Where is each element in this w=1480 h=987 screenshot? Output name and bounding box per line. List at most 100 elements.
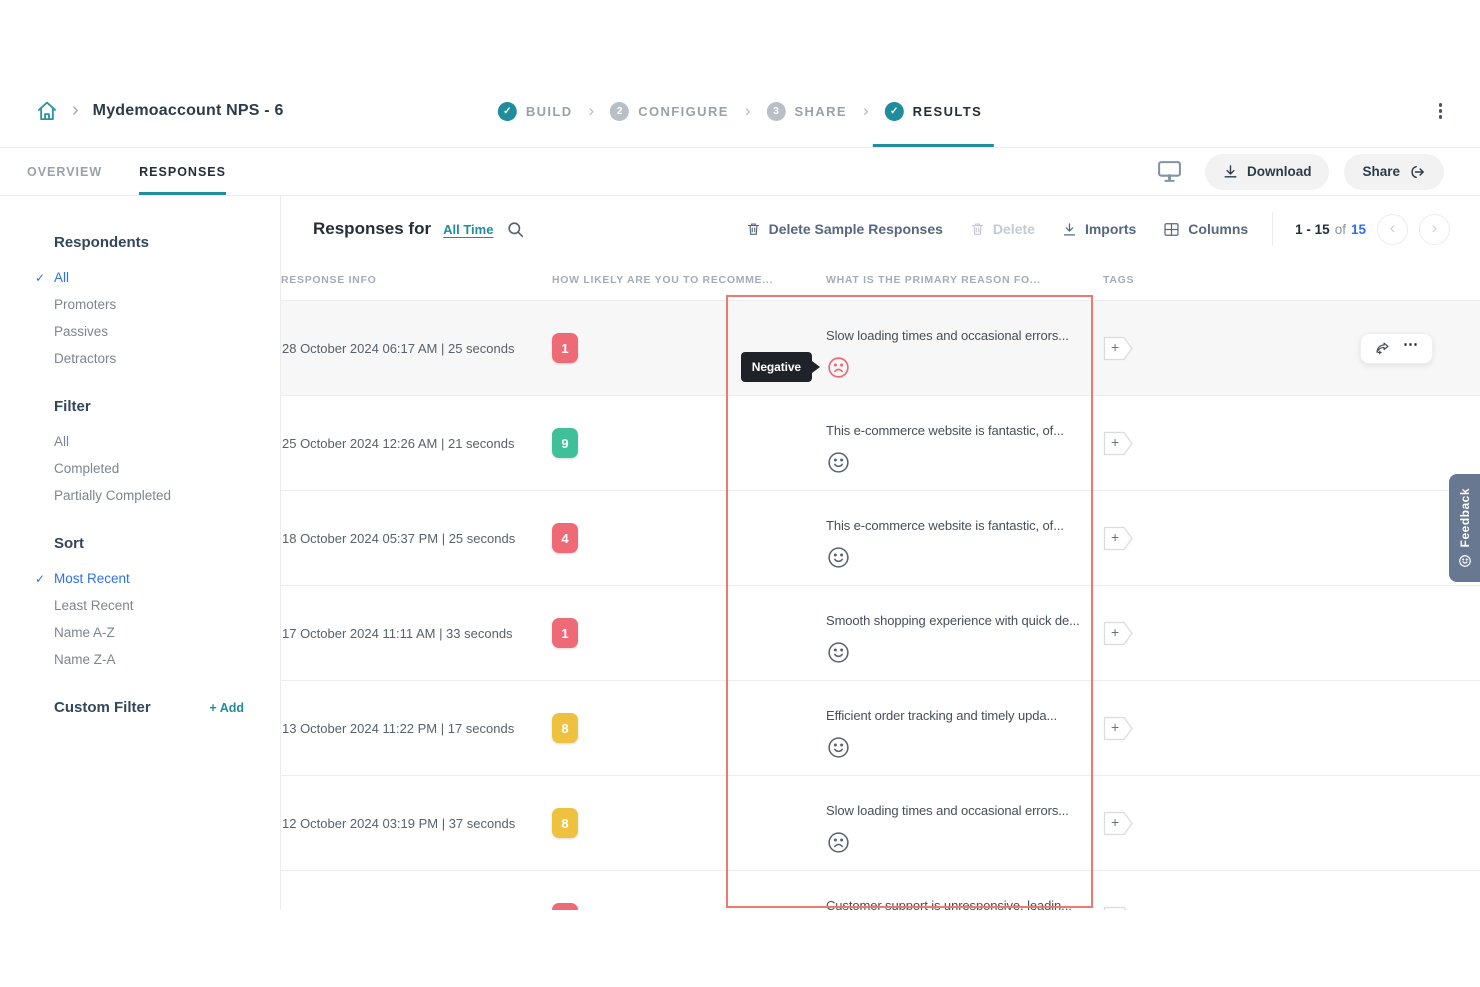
sidebar-item-least-recent[interactable]: Least Recent bbox=[54, 592, 244, 619]
table-row[interactable]: 13 October 2024 11:22 PM | 17 seconds 8 … bbox=[281, 681, 1480, 776]
filter-section-title: Filter bbox=[54, 398, 91, 415]
sidebar-item-label: All bbox=[54, 270, 70, 285]
add-custom-filter-button[interactable]: + Add bbox=[209, 700, 244, 715]
response-comment: Efficient order tracking and timely upda… bbox=[826, 708, 1058, 723]
filters-sidebar: Respondents ✓ All Promoters Passives Det… bbox=[0, 196, 281, 910]
plus-icon: + bbox=[1111, 433, 1120, 450]
table-row[interactable]: 18 October 2024 05:37 PM | 25 seconds 4 … bbox=[281, 491, 1480, 586]
sidebar-item-completed[interactable]: Completed bbox=[54, 455, 244, 482]
delete-sample-responses-button[interactable]: Delete Sample Responses bbox=[746, 221, 943, 237]
download-button[interactable]: Download bbox=[1204, 153, 1330, 190]
step-build[interactable]: ✓ BUILD bbox=[497, 101, 573, 121]
page-title: Mydemoaccount NPS - 6 bbox=[92, 102, 284, 119]
time-filter-link[interactable]: All Time bbox=[443, 221, 494, 237]
check-icon: ✓ bbox=[884, 101, 904, 121]
home-icon bbox=[37, 101, 57, 121]
nps-score-badge: 4 bbox=[552, 523, 578, 553]
sidebar-item-filter-all[interactable]: All bbox=[54, 428, 244, 455]
tag-icon bbox=[1103, 621, 1133, 645]
table-row[interactable]: 25 October 2024 12:26 AM | 21 seconds 9 … bbox=[281, 396, 1480, 491]
more-options-icon[interactable]: ⋯ bbox=[1403, 335, 1419, 353]
sentiment-tooltip: Negative bbox=[740, 352, 812, 382]
action-label: Delete bbox=[992, 221, 1035, 237]
table-row[interactable]: 17 October 2024 11:11 AM | 33 seconds 1 … bbox=[281, 586, 1480, 681]
nps-score-badge: 1 bbox=[552, 618, 578, 648]
response-comment: Slow loading times and occasional errors… bbox=[826, 803, 1069, 818]
share-plus-icon[interactable] bbox=[1374, 340, 1392, 357]
toolbar-title: Responses for bbox=[313, 219, 432, 238]
toolbar-actions: Delete Sample Responses Delete Imports bbox=[719, 212, 1450, 246]
sidebar-item-label: Name Z-A bbox=[54, 652, 116, 667]
plus-icon: + bbox=[1111, 623, 1120, 640]
chevron-right-icon: › bbox=[1431, 218, 1438, 237]
chevron-right-icon: › bbox=[744, 101, 751, 120]
search-icon bbox=[508, 221, 524, 237]
step-number: 2 bbox=[610, 101, 630, 121]
delete-button[interactable]: Delete bbox=[970, 221, 1035, 237]
respondents-section-title: Respondents bbox=[54, 234, 150, 251]
search-button[interactable] bbox=[506, 220, 525, 239]
table-row[interactable]: 28 October 2024 06:17 AM | 25 seconds 1 … bbox=[281, 301, 1480, 396]
check-icon: ✓ bbox=[35, 571, 46, 586]
add-tag-button[interactable]: + bbox=[1103, 906, 1134, 911]
home-button[interactable] bbox=[32, 96, 62, 126]
tab-overview[interactable]: OVERVIEW bbox=[27, 164, 103, 179]
trash-icon bbox=[747, 223, 759, 235]
more-menu-button[interactable] bbox=[1433, 97, 1449, 125]
sidebar-item-detractors[interactable]: Detractors bbox=[54, 345, 244, 372]
sidebar-item-label: Promoters bbox=[54, 297, 117, 312]
table-row[interactable]: 20 October 2024 10:38 PM | 31 seconds 1 … bbox=[281, 871, 1480, 910]
plus-icon: + bbox=[1111, 909, 1119, 911]
tag-icon bbox=[1103, 811, 1133, 835]
response-info-cell: 17 October 2024 11:11 AM | 33 seconds bbox=[282, 625, 513, 641]
sidebar-item-label: Least Recent bbox=[54, 598, 134, 613]
sidebar-item-passives[interactable]: Passives bbox=[54, 318, 244, 345]
toolbar-divider bbox=[1272, 212, 1274, 246]
pagination-of: of bbox=[1334, 221, 1346, 237]
columns-button[interactable]: Columns bbox=[1163, 221, 1248, 237]
response-info-cell: 25 October 2024 12:26 AM | 21 seconds bbox=[282, 435, 515, 451]
sidebar-item-all-respondents[interactable]: ✓ All bbox=[35, 264, 244, 291]
tabbar-actions: Download Share bbox=[1157, 153, 1444, 190]
add-tag-button[interactable]: + bbox=[1103, 431, 1134, 456]
sidebar-item-partially-completed[interactable]: Partially Completed bbox=[54, 482, 244, 509]
column-header-tags: TAGS bbox=[1103, 274, 1135, 286]
add-tag-button[interactable]: + bbox=[1103, 526, 1134, 551]
add-tag-button[interactable]: + bbox=[1103, 811, 1134, 836]
add-tag-button[interactable]: + bbox=[1103, 621, 1134, 646]
step-share[interactable]: 3 SHARE bbox=[766, 101, 847, 121]
nps-score-badge: 1 bbox=[552, 333, 578, 363]
step-results[interactable]: ✓ RESULTS bbox=[872, 101, 994, 147]
feedback-tab-button[interactable]: Feedback bbox=[1449, 474, 1480, 582]
imports-button[interactable]: Imports bbox=[1062, 221, 1136, 237]
previous-page-button[interactable]: ‹ bbox=[1377, 213, 1408, 245]
step-configure[interactable]: 2 CONFIGURE bbox=[610, 101, 729, 121]
tag-icon bbox=[1103, 906, 1127, 910]
breadcrumb-chevron-icon: › bbox=[72, 98, 79, 121]
add-tag-button[interactable]: + bbox=[1103, 336, 1134, 361]
sidebar-item-promoters[interactable]: Promoters bbox=[54, 291, 244, 318]
check-icon: ✓ bbox=[35, 270, 46, 285]
next-page-button[interactable]: › bbox=[1419, 213, 1450, 245]
table-row[interactable]: 12 October 2024 03:19 PM | 37 seconds 8 … bbox=[281, 776, 1480, 871]
sidebar-item-name-az[interactable]: Name A-Z bbox=[54, 619, 244, 646]
share-button[interactable]: Share bbox=[1344, 153, 1444, 190]
table-header-row: RESPONSE INFO HOW LIKELY ARE YOU TO RECO… bbox=[281, 260, 1480, 300]
happy-face-icon bbox=[828, 451, 849, 473]
sidebar-item-most-recent[interactable]: ✓ Most Recent bbox=[35, 565, 244, 592]
plus-icon: + bbox=[1111, 338, 1120, 355]
feedback-label: Feedback bbox=[1457, 487, 1472, 548]
trash-icon bbox=[971, 223, 983, 235]
sidebar-item-label: All bbox=[54, 434, 70, 449]
preview-button[interactable] bbox=[1157, 160, 1182, 183]
sidebar-item-name-za[interactable]: Name Z-A bbox=[54, 646, 244, 673]
check-icon: ✓ bbox=[497, 101, 517, 121]
tab-responses[interactable]: RESPONSES bbox=[139, 148, 226, 195]
sad-face-icon bbox=[828, 356, 849, 378]
sidebar-item-label: Partially Completed bbox=[54, 488, 172, 503]
action-label: Delete Sample Responses bbox=[768, 221, 943, 237]
pagination-status: 1 - 15 of 15 bbox=[1295, 222, 1366, 237]
add-tag-button[interactable]: + bbox=[1103, 716, 1134, 741]
share-export-icon bbox=[1411, 165, 1424, 178]
